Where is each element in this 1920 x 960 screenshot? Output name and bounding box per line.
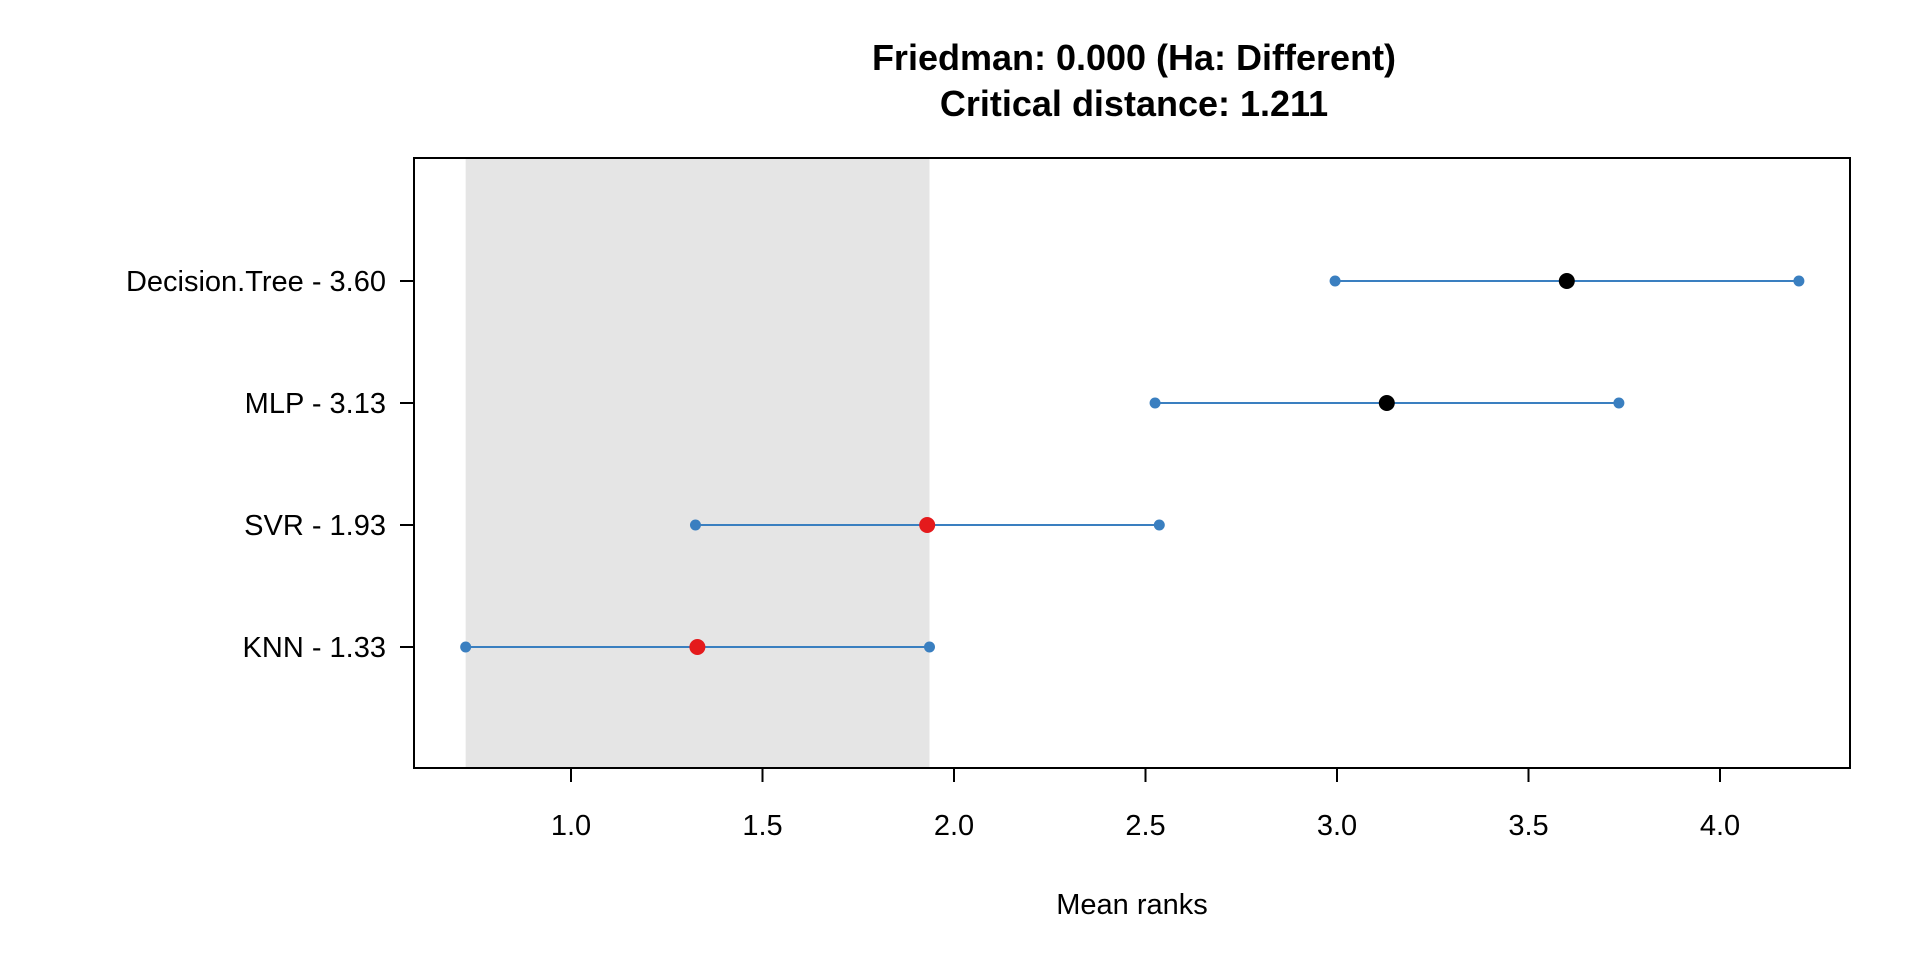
x-tick-label: 4.0 xyxy=(1700,810,1740,842)
interval-high-point xyxy=(1793,275,1805,287)
interval-low-point xyxy=(460,641,472,653)
interval-low-point xyxy=(1329,275,1341,287)
critical-distance-shaded-region xyxy=(465,158,930,768)
mean-rank-point xyxy=(919,517,936,533)
interval-low-point xyxy=(1149,397,1161,409)
chart-title: Friedman: 0.000 (Ha: Different) xyxy=(872,37,1396,78)
chart-subtitle: Critical distance: 1.211 xyxy=(940,83,1328,124)
interval-high-point xyxy=(1613,397,1625,409)
x-tick-label: 1.0 xyxy=(551,810,591,842)
mean-rank-point xyxy=(1378,395,1395,411)
x-tick-label: 1.5 xyxy=(742,810,782,842)
interval-high-point xyxy=(1153,519,1165,531)
x-tick-label: 3.5 xyxy=(1508,810,1548,842)
x-tick-label: 2.5 xyxy=(1125,810,1165,842)
mean-rank-point xyxy=(1558,273,1575,289)
x-tick-label: 3.0 xyxy=(1317,810,1357,842)
interval-low-point xyxy=(689,519,701,531)
category-label: Decision.Tree - 3.60 xyxy=(126,266,386,298)
x-axis-label: Mean ranks xyxy=(1056,889,1208,921)
category-label: KNN - 1.33 xyxy=(243,632,386,664)
interval-high-point xyxy=(923,641,935,653)
mean-rank-point xyxy=(689,639,706,655)
x-tick-label: 2.0 xyxy=(934,810,974,842)
category-label: MLP - 3.13 xyxy=(245,388,386,420)
category-label: SVR - 1.93 xyxy=(244,510,386,542)
